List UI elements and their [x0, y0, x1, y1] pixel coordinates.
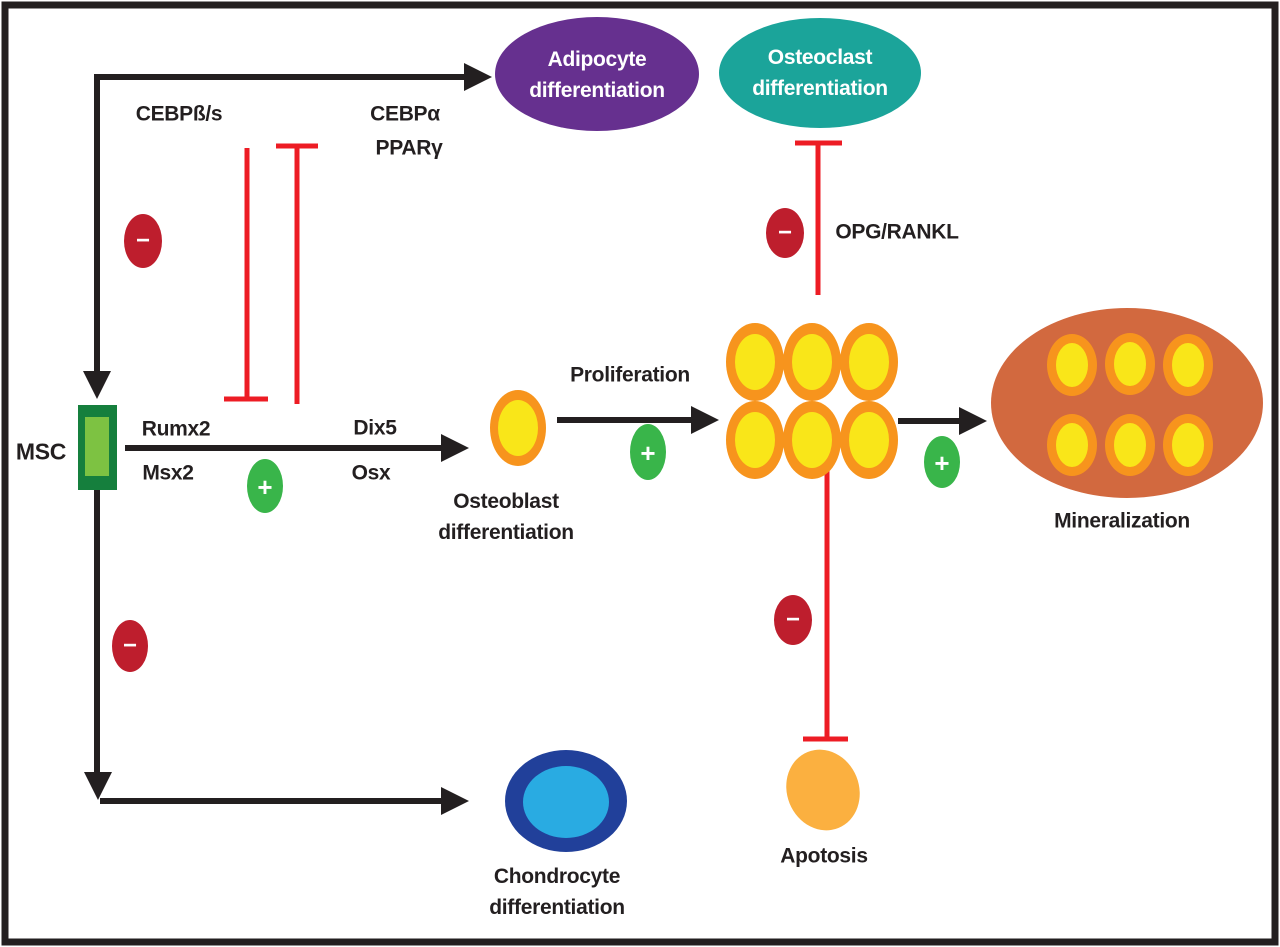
plus-badge-icon [630, 424, 666, 480]
arrowhead-adipocyte-icon [464, 63, 492, 91]
mineral-cell-center [1114, 342, 1146, 386]
osx-label: Osx [351, 461, 391, 485]
minus-badge-icon [124, 214, 162, 268]
chondrocyte-line2: differentiation [489, 896, 625, 919]
osteoclast-node [719, 18, 921, 128]
cluster-cell-center [735, 334, 775, 390]
cebpa-label: CEBPα [370, 102, 440, 126]
mineral-cell-center [1056, 423, 1088, 467]
adipocyte-node-label: Adipocyte differentiation [529, 44, 665, 106]
osteoblast-label: Osteoblast differentiation [438, 486, 574, 548]
plus-sign: + [934, 448, 950, 478]
minus-sign: − [135, 227, 151, 254]
osteoclast-line2: differentiation [752, 77, 888, 100]
inhibition-right-up [276, 143, 318, 404]
osteoblast-cell-center [498, 400, 538, 456]
minus-badge-icon [774, 595, 812, 645]
arrowhead-osteoblast-icon [441, 434, 469, 462]
arrowheads [83, 63, 987, 815]
inhibition-left-down [224, 148, 268, 402]
osteoclast-line1: Osteoclast [767, 46, 873, 69]
osteoblast-line1: Osteoblast [453, 490, 559, 513]
mineral-cell-center [1056, 343, 1088, 387]
arrowhead-proliferation-icon [691, 406, 719, 434]
msc-to-adipocyte-line [94, 74, 466, 373]
arrowhead-down-left-icon [84, 772, 112, 800]
minus-sign: − [777, 219, 793, 246]
plus-badges [247, 424, 960, 513]
opg-rankl-inhibition [795, 140, 842, 295]
cluster-cell-center [792, 334, 832, 390]
minus-sign: − [122, 632, 138, 659]
opg-rankl-label: OPG/RANKL [835, 220, 959, 244]
cebpb-label: CEBPß/s [135, 102, 223, 126]
osteoblast-line2: differentiation [438, 521, 574, 544]
rumx2-label: Rumx2 [141, 417, 211, 441]
msx2-label: Msx2 [142, 461, 194, 485]
proliferation-label: Proliferation [570, 363, 690, 387]
dix5-label: Dix5 [353, 416, 397, 440]
plus-sign: + [640, 438, 656, 468]
minus-badge-icon [766, 208, 804, 258]
apoptosis-inhibition [803, 470, 848, 742]
arrowhead-mineralization-icon [959, 407, 987, 435]
arrowhead-msc-icon [83, 371, 111, 399]
mineral-cell-center [1172, 343, 1204, 387]
chondrocyte-line1: Chondrocyte [493, 865, 621, 888]
msc-cell-inner [85, 417, 109, 476]
adipocyte-line1: Adipocyte [547, 48, 647, 71]
inhibition-lines [224, 140, 848, 742]
cluster-cell-center [849, 334, 889, 390]
cluster-cell-center [735, 412, 775, 468]
arrowhead-chondrocyte-icon [441, 787, 469, 815]
msc-label: MSC [15, 438, 67, 465]
cell-centers [498, 334, 1204, 468]
mineral-cell-center [1114, 423, 1146, 467]
cluster-cell-center [792, 412, 832, 468]
plus-sign: + [257, 472, 273, 502]
pathway-lines [94, 74, 961, 804]
pparg-label: PPARγ [375, 136, 443, 160]
plus-badge-icon [924, 436, 960, 488]
chondrocyte-label: Chondrocyte differentiation [489, 861, 625, 923]
mineralization-label: Mineralization [1054, 509, 1190, 533]
minus-sign: − [785, 606, 801, 633]
osteoclast-node-label: Osteoclast differentiation [752, 42, 888, 104]
minus-badges [112, 208, 812, 672]
adipocyte-line2: differentiation [529, 79, 665, 102]
apoptosis-cell [786, 749, 860, 831]
plus-badge-icon [247, 459, 283, 513]
mineral-cell-center [1172, 423, 1204, 467]
apoptosis-label: Apotosis [780, 844, 868, 868]
chondrocyte-cell-center [523, 766, 609, 838]
cluster-cell-center [849, 412, 889, 468]
minus-badge-icon [112, 620, 148, 672]
adipocyte-node [495, 17, 699, 131]
